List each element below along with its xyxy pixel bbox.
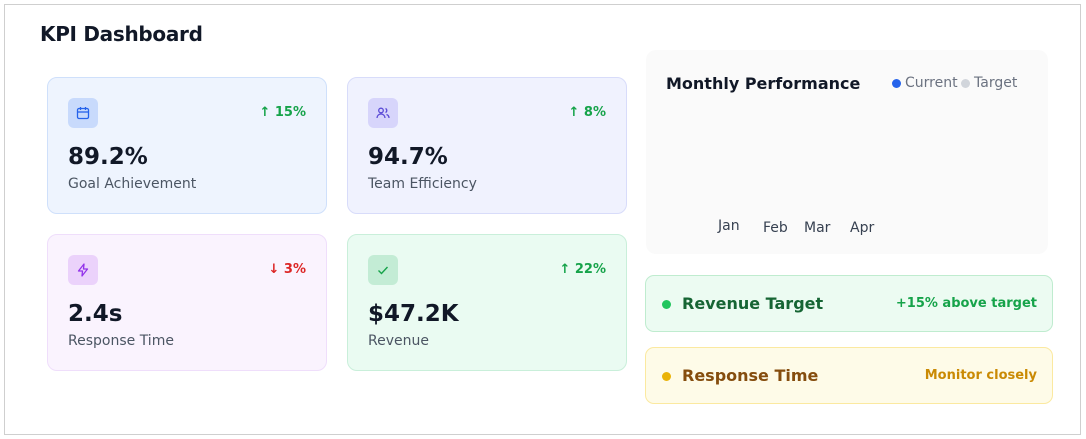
kpi-value: $47.2K <box>368 301 459 327</box>
alert-title: Response Time <box>682 366 819 385</box>
icon <box>68 98 98 128</box>
chart-panel: Monthly Performance Current Target Jan F… <box>646 50 1048 254</box>
month-label: Mar <box>804 220 831 236</box>
kpi-change: ↑ 22% <box>559 262 606 277</box>
kpi-card: ↑ 22% $47.2K Revenue <box>347 234 627 371</box>
alert-status: Monitor closely <box>924 368 1037 383</box>
month-label: Jan <box>718 218 740 234</box>
kpi-label: Team Efficiency <box>368 176 477 192</box>
icon <box>68 255 98 285</box>
icon <box>368 255 398 285</box>
legend-label: Current <box>905 75 958 91</box>
alert-status: +15% above target <box>895 296 1037 311</box>
alert: Revenue Target +15% above target <box>645 275 1053 332</box>
legend-label: Target <box>974 75 1018 91</box>
kpi-card: ↑ 8% 94.7% Team Efficiency <box>347 77 627 214</box>
kpi-change: ↑ 8% <box>568 105 607 120</box>
frame <box>4 4 1081 435</box>
alert-title: Revenue Target <box>682 294 824 313</box>
chart-title: Monthly Performance <box>666 74 861 93</box>
month-label: Apr <box>850 220 875 236</box>
kpi-change: ↑ 15% <box>259 105 306 120</box>
kpi-card: ↓ 3% 2.4s Response Time <box>47 234 327 371</box>
kpi-value: 2.4s <box>68 301 123 327</box>
alert: Response Time Monitor closely <box>645 347 1053 404</box>
kpi-label: Revenue <box>368 333 429 349</box>
kpi-label: Response Time <box>68 333 174 349</box>
kpi-value: 94.7% <box>368 144 448 170</box>
kpi-value: 89.2% <box>68 144 148 170</box>
kpi-card: ↑ 15% 89.2% Goal Achievement <box>47 77 327 214</box>
kpi-change: ↓ 3% <box>268 262 307 277</box>
dashboard-title: KPI Dashboard <box>40 22 203 46</box>
icon <box>368 98 398 128</box>
month-label: Feb <box>763 220 788 236</box>
kpi-label: Goal Achievement <box>68 176 197 192</box>
legend-item: Target <box>961 75 1017 91</box>
legend-item: Current <box>892 75 958 91</box>
